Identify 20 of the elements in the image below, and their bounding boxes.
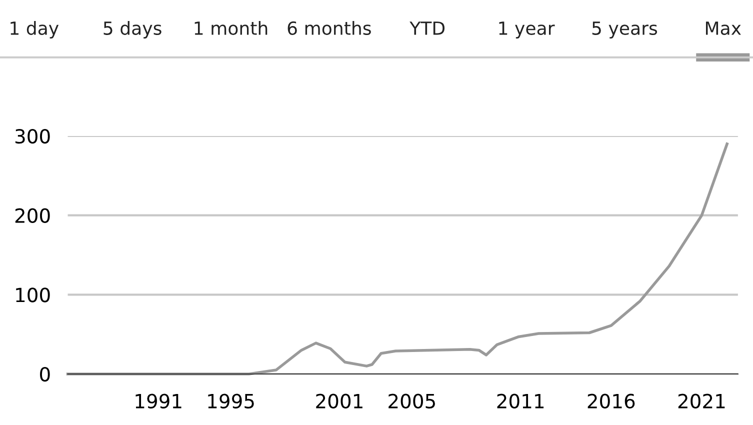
y-tick-label: 200 xyxy=(15,208,50,223)
y-tick-label: 100 xyxy=(16,288,50,302)
text: 1 year xyxy=(499,22,555,38)
x-tick-label: 2016 xyxy=(588,394,635,408)
x-tick-label: 2021 xyxy=(678,394,725,408)
x-tick-label: 1991 xyxy=(136,394,182,408)
x-tick-label: 1995 xyxy=(208,394,254,408)
text: 5 days xyxy=(104,21,162,38)
y-tick-label: 300 xyxy=(15,128,50,144)
x-tick-label: 2011 xyxy=(497,394,544,408)
text: 1 month xyxy=(194,21,268,35)
text: 1 day xyxy=(10,21,59,38)
x-tick-label: 2001 xyxy=(316,394,362,408)
text: Max xyxy=(706,22,741,35)
x-tick-label: 2005 xyxy=(388,394,435,408)
text: YTD xyxy=(410,22,445,35)
text: 5 years xyxy=(592,22,658,38)
text: 6 months xyxy=(288,21,371,35)
y-tick-label: 0 xyxy=(40,366,50,382)
line-series xyxy=(66,142,728,376)
